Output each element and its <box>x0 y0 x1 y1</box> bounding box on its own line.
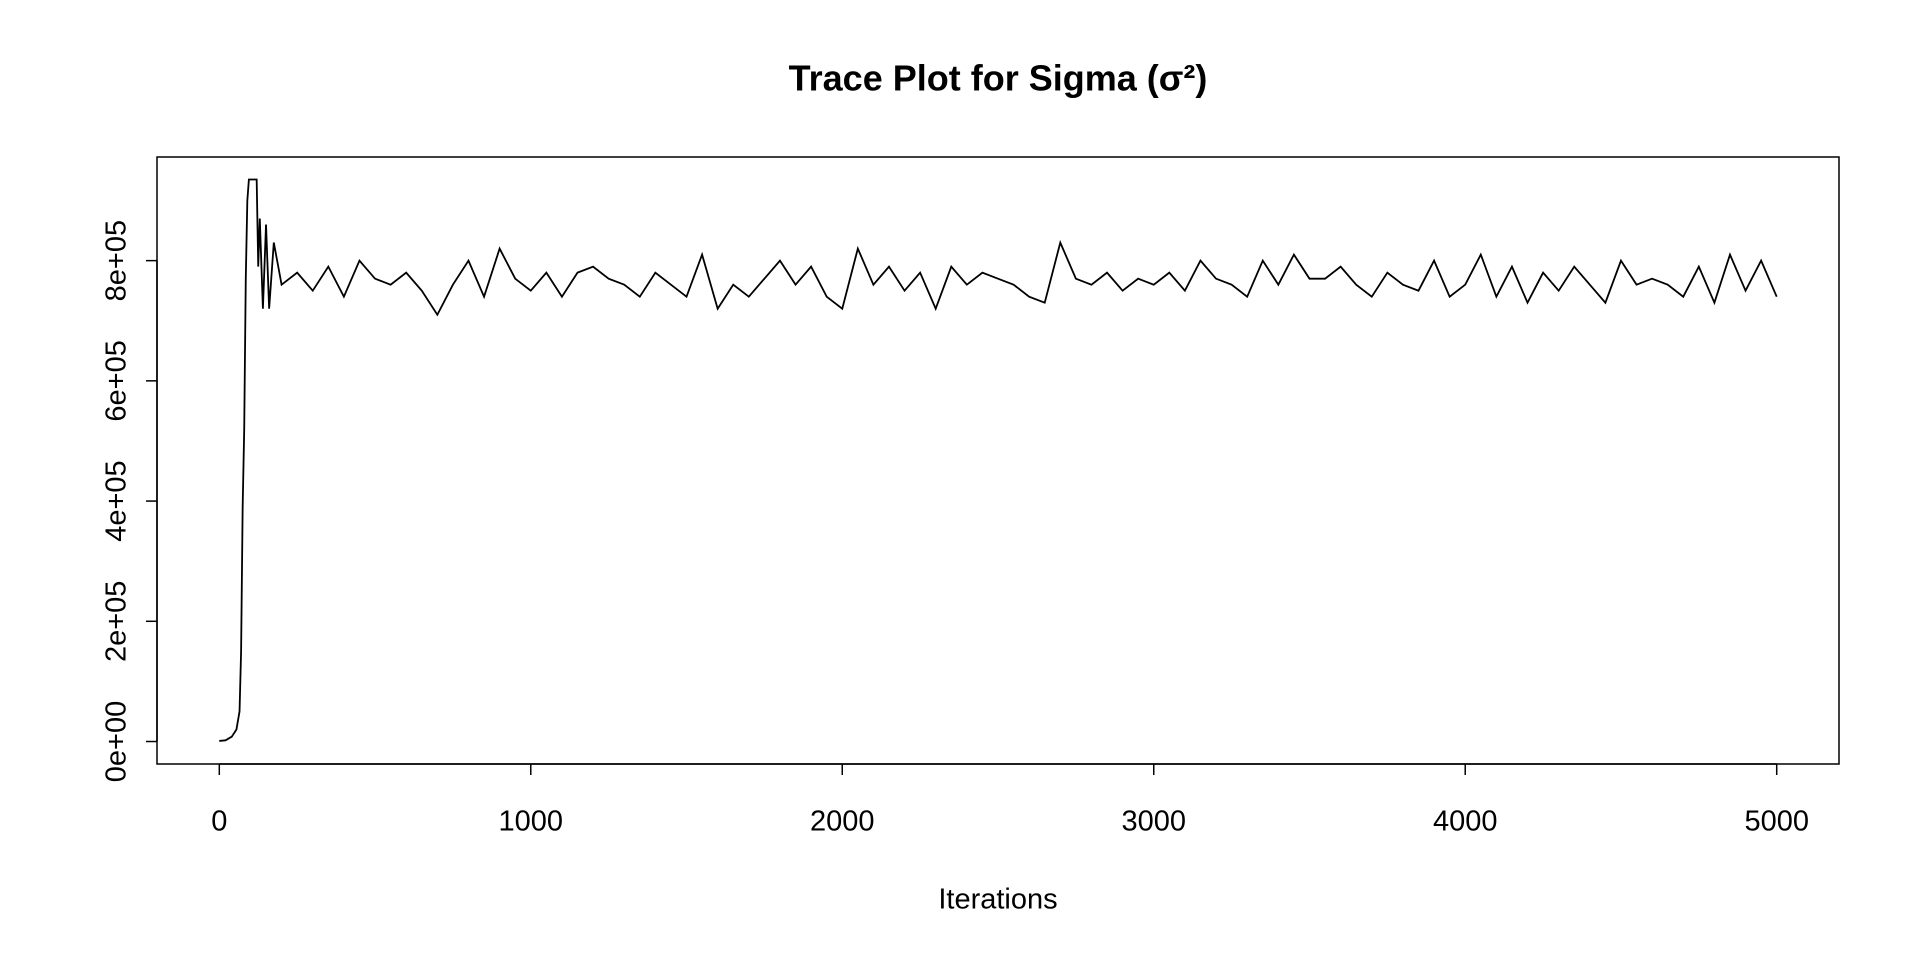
x-tick-label: 0 <box>211 806 227 838</box>
y-tick-label: 2e+05 <box>101 581 133 662</box>
x-tick-label: 1000 <box>499 806 564 838</box>
x-tick-label: 3000 <box>1121 806 1186 838</box>
x-axis-label: Iterations <box>938 884 1057 916</box>
x-tick-label: 4000 <box>1433 806 1498 838</box>
y-tick-label: 8e+05 <box>101 220 133 301</box>
y-tick-label: 0e+00 <box>101 701 133 782</box>
chart-title: Trace Plot for Sigma (σ²) <box>789 58 1208 99</box>
y-tick-label: 6e+05 <box>101 340 133 421</box>
x-tick-label: 2000 <box>810 806 875 838</box>
trace-line <box>219 178 1778 742</box>
x-tick-label: 5000 <box>1744 806 1809 838</box>
y-tick-label: 4e+05 <box>101 460 133 541</box>
